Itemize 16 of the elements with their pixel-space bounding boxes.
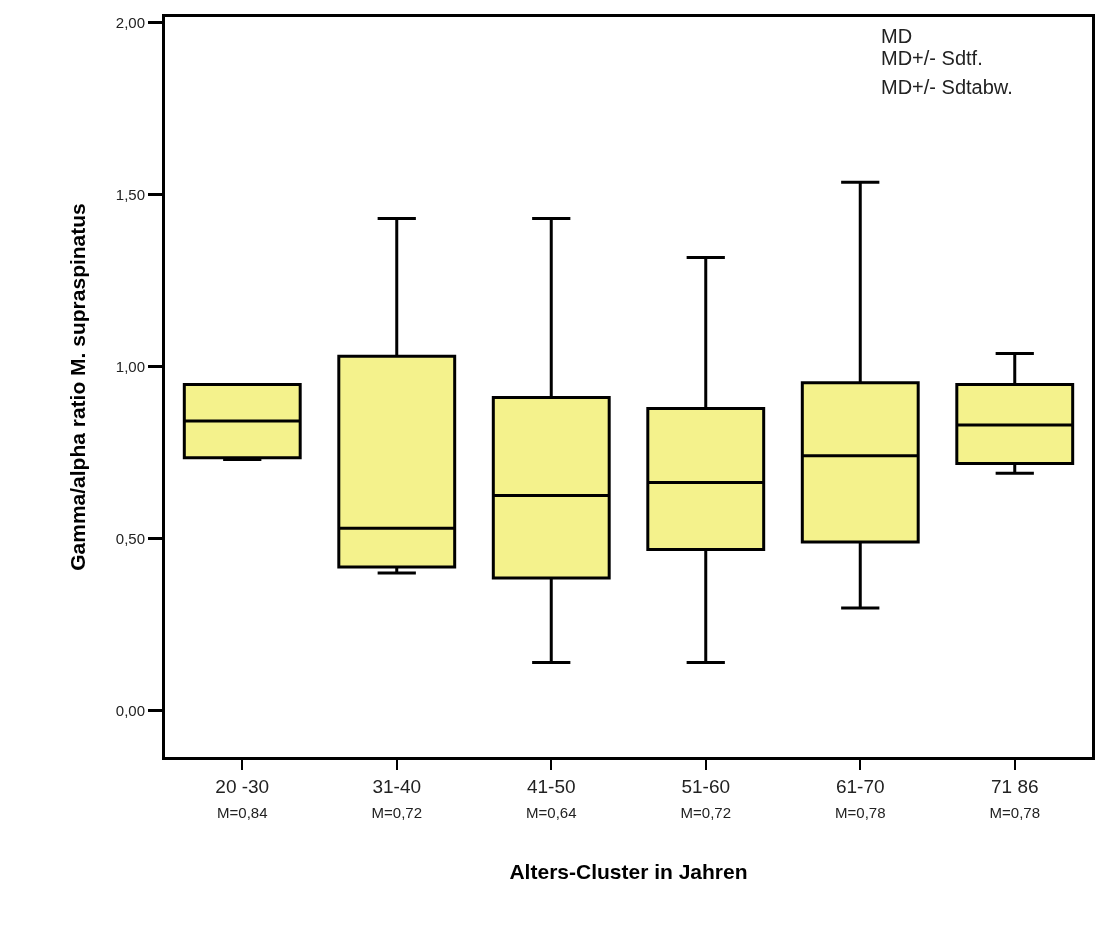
x-tick-label: 20 -30 M=0,84 xyxy=(215,775,270,821)
x-tick-label: 61-70 M=0,78 xyxy=(835,775,886,821)
x-tick-label: 51-60 M=0,72 xyxy=(680,775,731,821)
x-axis-title: Alters-Cluster in Jahren xyxy=(509,859,748,883)
y-tick-label: 0,50 xyxy=(115,529,145,547)
x-tick-label: 71 86 M=0,78 xyxy=(989,775,1040,821)
y-tick-label: 1,00 xyxy=(115,357,145,375)
y-axis-title: Gamma/alpha ratio M. supraspinatus xyxy=(65,203,89,571)
annotation: MD+/- Sdtabw. xyxy=(881,76,1013,98)
y-tick-label: 1,50 xyxy=(115,185,145,203)
x-tick-label: 41-50 M=0,64 xyxy=(526,775,577,821)
y-tick-label: 2,00 xyxy=(115,13,145,31)
annotation: MD+/- Sdtf. xyxy=(881,47,983,69)
y-tick-label: 0,00 xyxy=(115,701,145,719)
x-tick-label: 31-40 M=0,72 xyxy=(371,775,422,821)
annotation: MD xyxy=(881,25,913,47)
